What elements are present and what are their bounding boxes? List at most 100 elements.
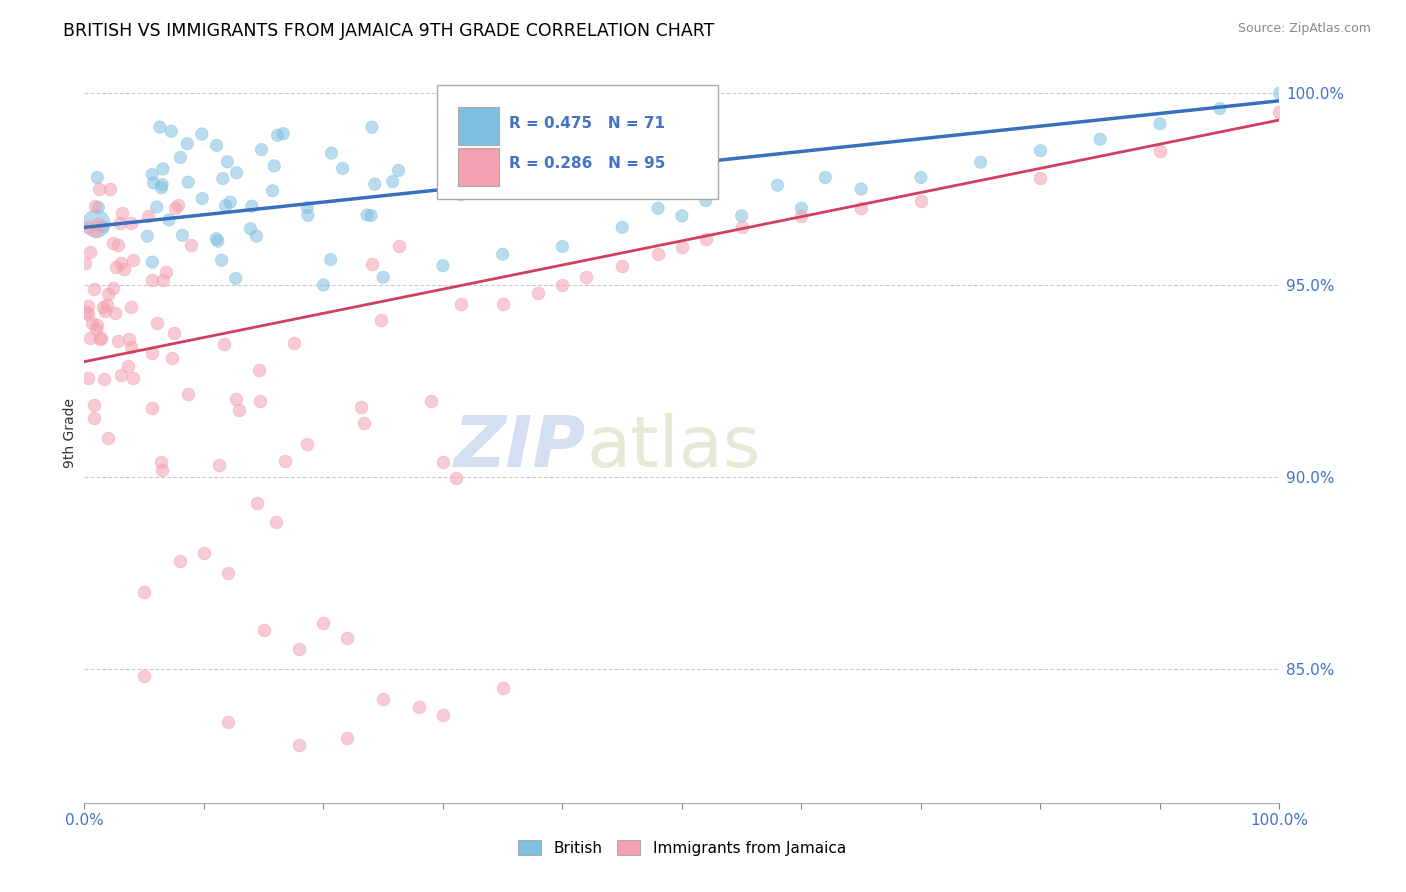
Point [169, 554, 191, 568]
Point [193, 546, 215, 560]
Point [76, 220, 98, 235]
Point [83, 398, 105, 412]
Point [103, 281, 125, 295]
Point [228, 403, 250, 417]
Point [388, 239, 411, 253]
Point [75, 305, 97, 319]
Point [155, 264, 177, 278]
Point [112, 262, 135, 277]
FancyBboxPatch shape [458, 147, 499, 186]
Point [217, 566, 239, 580]
Point [132, 584, 156, 599]
Point [492, 247, 515, 261]
Point [165, 201, 187, 215]
Point [214, 199, 236, 213]
Point [89, 332, 111, 346]
Point [217, 715, 239, 730]
Legend: British, Immigrants from Jamaica: British, Immigrants from Jamaica [512, 834, 852, 862]
Point [207, 234, 229, 248]
Point [612, 220, 634, 235]
Point [1149, 144, 1171, 158]
Point [970, 155, 993, 169]
Point [176, 136, 198, 151]
Point [336, 731, 359, 745]
Point [157, 213, 180, 227]
Point [671, 239, 693, 253]
Point [790, 209, 813, 223]
Point [274, 454, 297, 468]
Point [94, 303, 117, 318]
Point [83, 199, 105, 213]
Point [141, 346, 163, 360]
Point [105, 260, 128, 274]
Point [264, 515, 287, 529]
Point [77, 307, 100, 321]
Point [225, 271, 247, 285]
Point [121, 216, 143, 230]
Point [79, 244, 101, 259]
Point [86, 318, 108, 333]
Point [225, 392, 247, 407]
Point [177, 386, 200, 401]
Point [312, 615, 335, 630]
Point [373, 270, 395, 285]
Point [551, 277, 574, 292]
FancyBboxPatch shape [458, 107, 499, 145]
Point [107, 334, 129, 349]
Point [527, 285, 550, 300]
Point [80, 316, 103, 330]
Point [121, 371, 143, 385]
Point [432, 707, 454, 722]
Point [205, 232, 228, 246]
Point [120, 340, 142, 354]
Point [288, 642, 311, 657]
Point [695, 232, 717, 246]
Text: BRITISH VS IMMIGRANTS FROM JAMAICA 9TH GRADE CORRELATION CHART: BRITISH VS IMMIGRANTS FROM JAMAICA 9TH G… [63, 22, 714, 40]
Point [163, 326, 186, 340]
Text: R = 0.286   N = 95: R = 0.286 N = 95 [509, 156, 665, 171]
Point [152, 273, 174, 287]
Point [110, 256, 132, 270]
Point [910, 170, 932, 185]
Point [295, 437, 318, 451]
Point [647, 247, 669, 261]
Point [104, 305, 127, 319]
Point [271, 127, 294, 141]
Text: Source: ZipAtlas.com: Source: ZipAtlas.com [1237, 22, 1371, 36]
Point [101, 235, 124, 250]
Point [73, 256, 96, 270]
Point [814, 170, 837, 185]
Point [353, 416, 375, 430]
Point [361, 120, 384, 135]
Point [79, 331, 101, 345]
Point [149, 120, 172, 135]
Point [332, 161, 354, 176]
Point [83, 410, 105, 425]
Y-axis label: 9th Grade: 9th Grade [63, 398, 77, 467]
Point [191, 192, 214, 206]
Point [731, 209, 754, 223]
Point [217, 154, 239, 169]
Point [263, 159, 285, 173]
Point [450, 297, 472, 311]
Point [266, 128, 288, 143]
FancyBboxPatch shape [437, 85, 718, 200]
Point [245, 229, 267, 244]
Point [249, 394, 271, 409]
Point [283, 336, 305, 351]
Point [86, 217, 108, 231]
Point [321, 146, 343, 161]
Point [138, 209, 160, 223]
Point [150, 462, 173, 476]
Point [851, 182, 873, 196]
Point [225, 166, 247, 180]
Point [86, 224, 108, 238]
Point [77, 299, 100, 313]
Point [575, 270, 598, 285]
Point [250, 143, 273, 157]
Point [297, 208, 319, 222]
Point [790, 201, 813, 215]
Point [87, 201, 110, 215]
Point [208, 458, 231, 472]
Point [364, 177, 387, 191]
